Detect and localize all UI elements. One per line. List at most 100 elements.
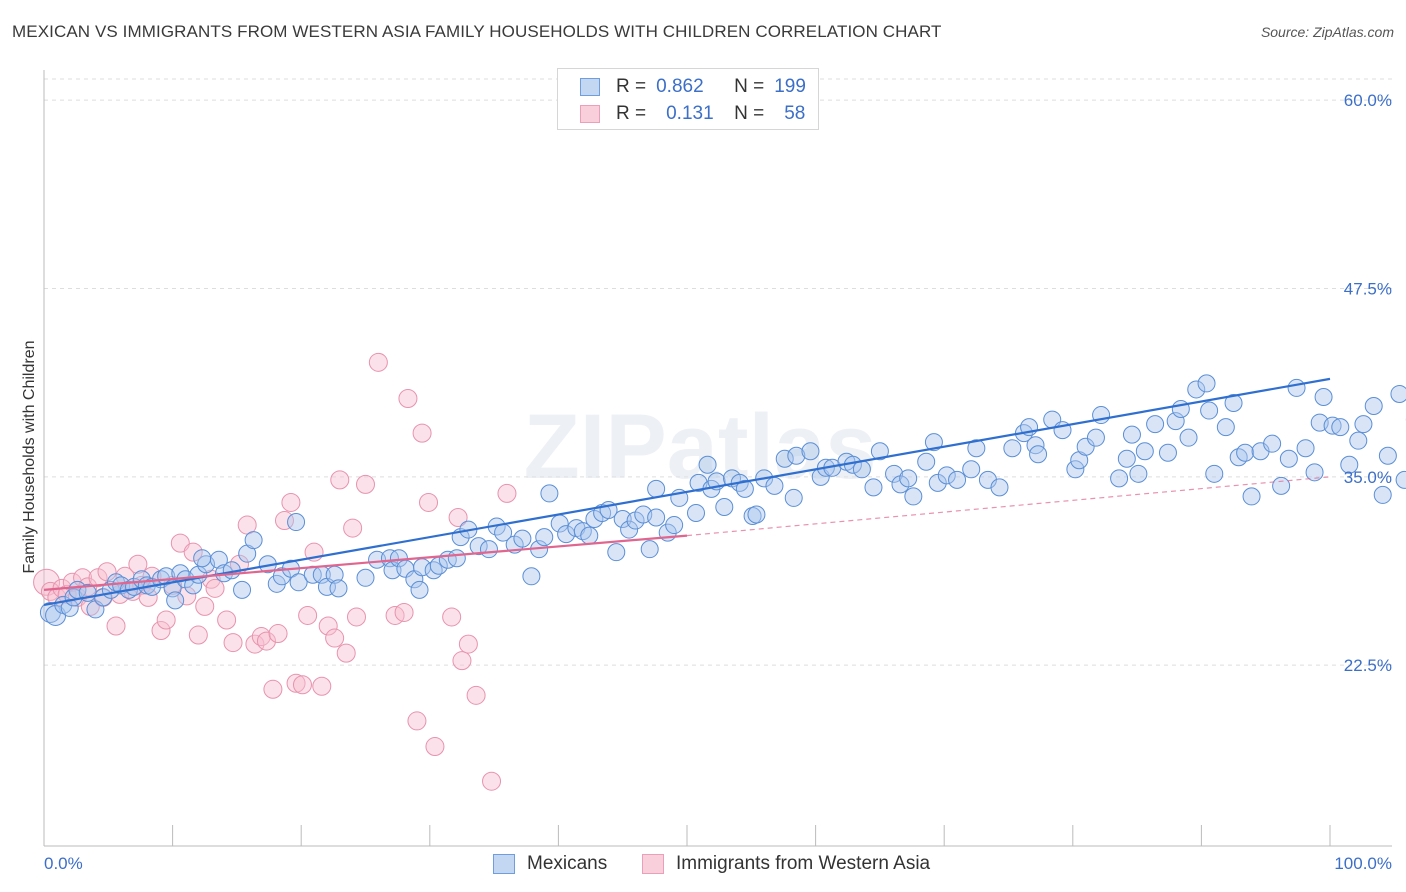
point-western-asia [458,634,478,654]
point-mexicans [1305,463,1324,482]
point-western-asia [398,388,418,408]
point-mexicans [990,478,1009,497]
point-mexicans [607,543,626,562]
point-mexicans [1296,439,1315,458]
bottom-legend-label-western-asia: Immigrants from Western Asia [676,853,931,874]
point-western-asia [325,628,345,648]
point-western-asia [286,673,306,693]
point-mexicans [368,550,387,569]
point-mexicans [1373,485,1392,504]
point-mexicans [1166,412,1185,431]
point-mexicans [1229,448,1248,467]
point-mexicans [1340,455,1359,474]
point-mexicans [665,516,684,535]
point-western-asia [356,474,375,494]
point-mexicans [1110,469,1129,488]
legend-r-label: R = [616,76,647,97]
grid-lines [44,78,1392,666]
point-western-asia [412,423,432,443]
point-mexicans [513,529,532,548]
point-mexicans [479,540,498,559]
point-western-asia [128,554,148,574]
legend-n-value: 58 [784,103,806,124]
legend-r-label: R = [616,103,647,124]
point-mexicans [166,591,185,610]
point-mexicans [715,497,734,516]
point-mexicans [1279,449,1298,468]
point-western-asia [368,352,388,372]
trend-lines [43,377,1331,606]
point-mexicans [885,464,904,483]
point-mexicans [620,520,639,539]
point-mexicans [787,446,806,465]
point-mexicans [640,540,659,559]
point-mexicans [1158,443,1177,462]
stats-legend: R = 0.862 N = 199 R = 0.131 N = 58 [557,68,819,130]
point-mexicans [1086,428,1105,447]
series-western-asia-points [33,352,517,791]
tick-labels: 22.5% 35.0% 47.5% 60.0% 0.0% 100.0% [44,91,1392,873]
point-mexicans [573,522,592,541]
point-mexicans [410,580,429,599]
point-mexicans [967,439,986,458]
bottom-legend-mexicans: Mexicans [493,851,607,877]
point-western-asia [151,621,171,641]
point-mexicans [522,567,541,586]
point-western-asia [256,631,276,651]
point-mexicans [613,510,632,529]
point-mexicans [1003,439,1022,458]
legend-swatch-mexicans [580,78,600,96]
point-mexicans [928,473,947,492]
point-mexicans [540,484,559,503]
point-western-asia [188,625,208,645]
point-mexicans [1122,425,1141,444]
point-western-asia [156,610,176,630]
point-mexicans [962,460,981,479]
point-mexicans [233,580,252,599]
point-mexicans [1117,449,1136,468]
point-mexicans [1331,418,1350,437]
axes [43,70,1392,847]
point-mexicans [1263,434,1282,453]
point-mexicans [289,573,308,592]
point-mexicans [535,528,554,547]
point-western-asia [336,643,356,663]
x-tick-label: 0.0% [44,854,83,873]
point-western-asia [292,675,312,695]
point-western-asia [205,578,225,598]
point-mexicans [1323,416,1342,435]
point-mexicans [1029,445,1048,464]
point-western-asia [170,533,190,553]
point-western-asia [343,518,363,538]
point-mexicans [1216,418,1235,437]
legend-row-western-asia: R = 0.131 N = 58 [580,102,805,126]
bottom-legend-swatch-mexicans [493,854,515,874]
point-western-asia [448,508,468,528]
point-western-asia [298,605,318,625]
point-mexicans [870,442,889,461]
point-mexicans [1378,446,1397,465]
point-mexicans [209,550,228,569]
legend-n-label: N = [734,76,765,97]
point-mexicans [647,479,666,498]
trend-line-mexicans [43,377,1331,606]
point-western-asia [223,633,243,653]
point-mexicans [1187,380,1206,399]
point-mexicans [1272,476,1291,495]
point-mexicans [1242,487,1261,506]
trend-line-western-asia [43,534,688,591]
point-western-asia [394,602,414,622]
point-mexicans [380,549,399,568]
point-mexicans [1395,470,1406,489]
y-tick-label: 47.5% [1344,279,1392,298]
point-mexicans [864,478,883,497]
point-mexicans [1390,384,1406,403]
point-western-asia [482,771,502,791]
point-western-asia [452,651,472,671]
point-mexicans [917,452,936,471]
bottom-legend-western-asia: Immigrants from Western Asia [642,851,930,877]
point-western-asia [312,676,332,696]
point-western-asia [318,616,338,636]
point-mexicans [1179,428,1198,447]
point-mexicans [687,503,706,522]
